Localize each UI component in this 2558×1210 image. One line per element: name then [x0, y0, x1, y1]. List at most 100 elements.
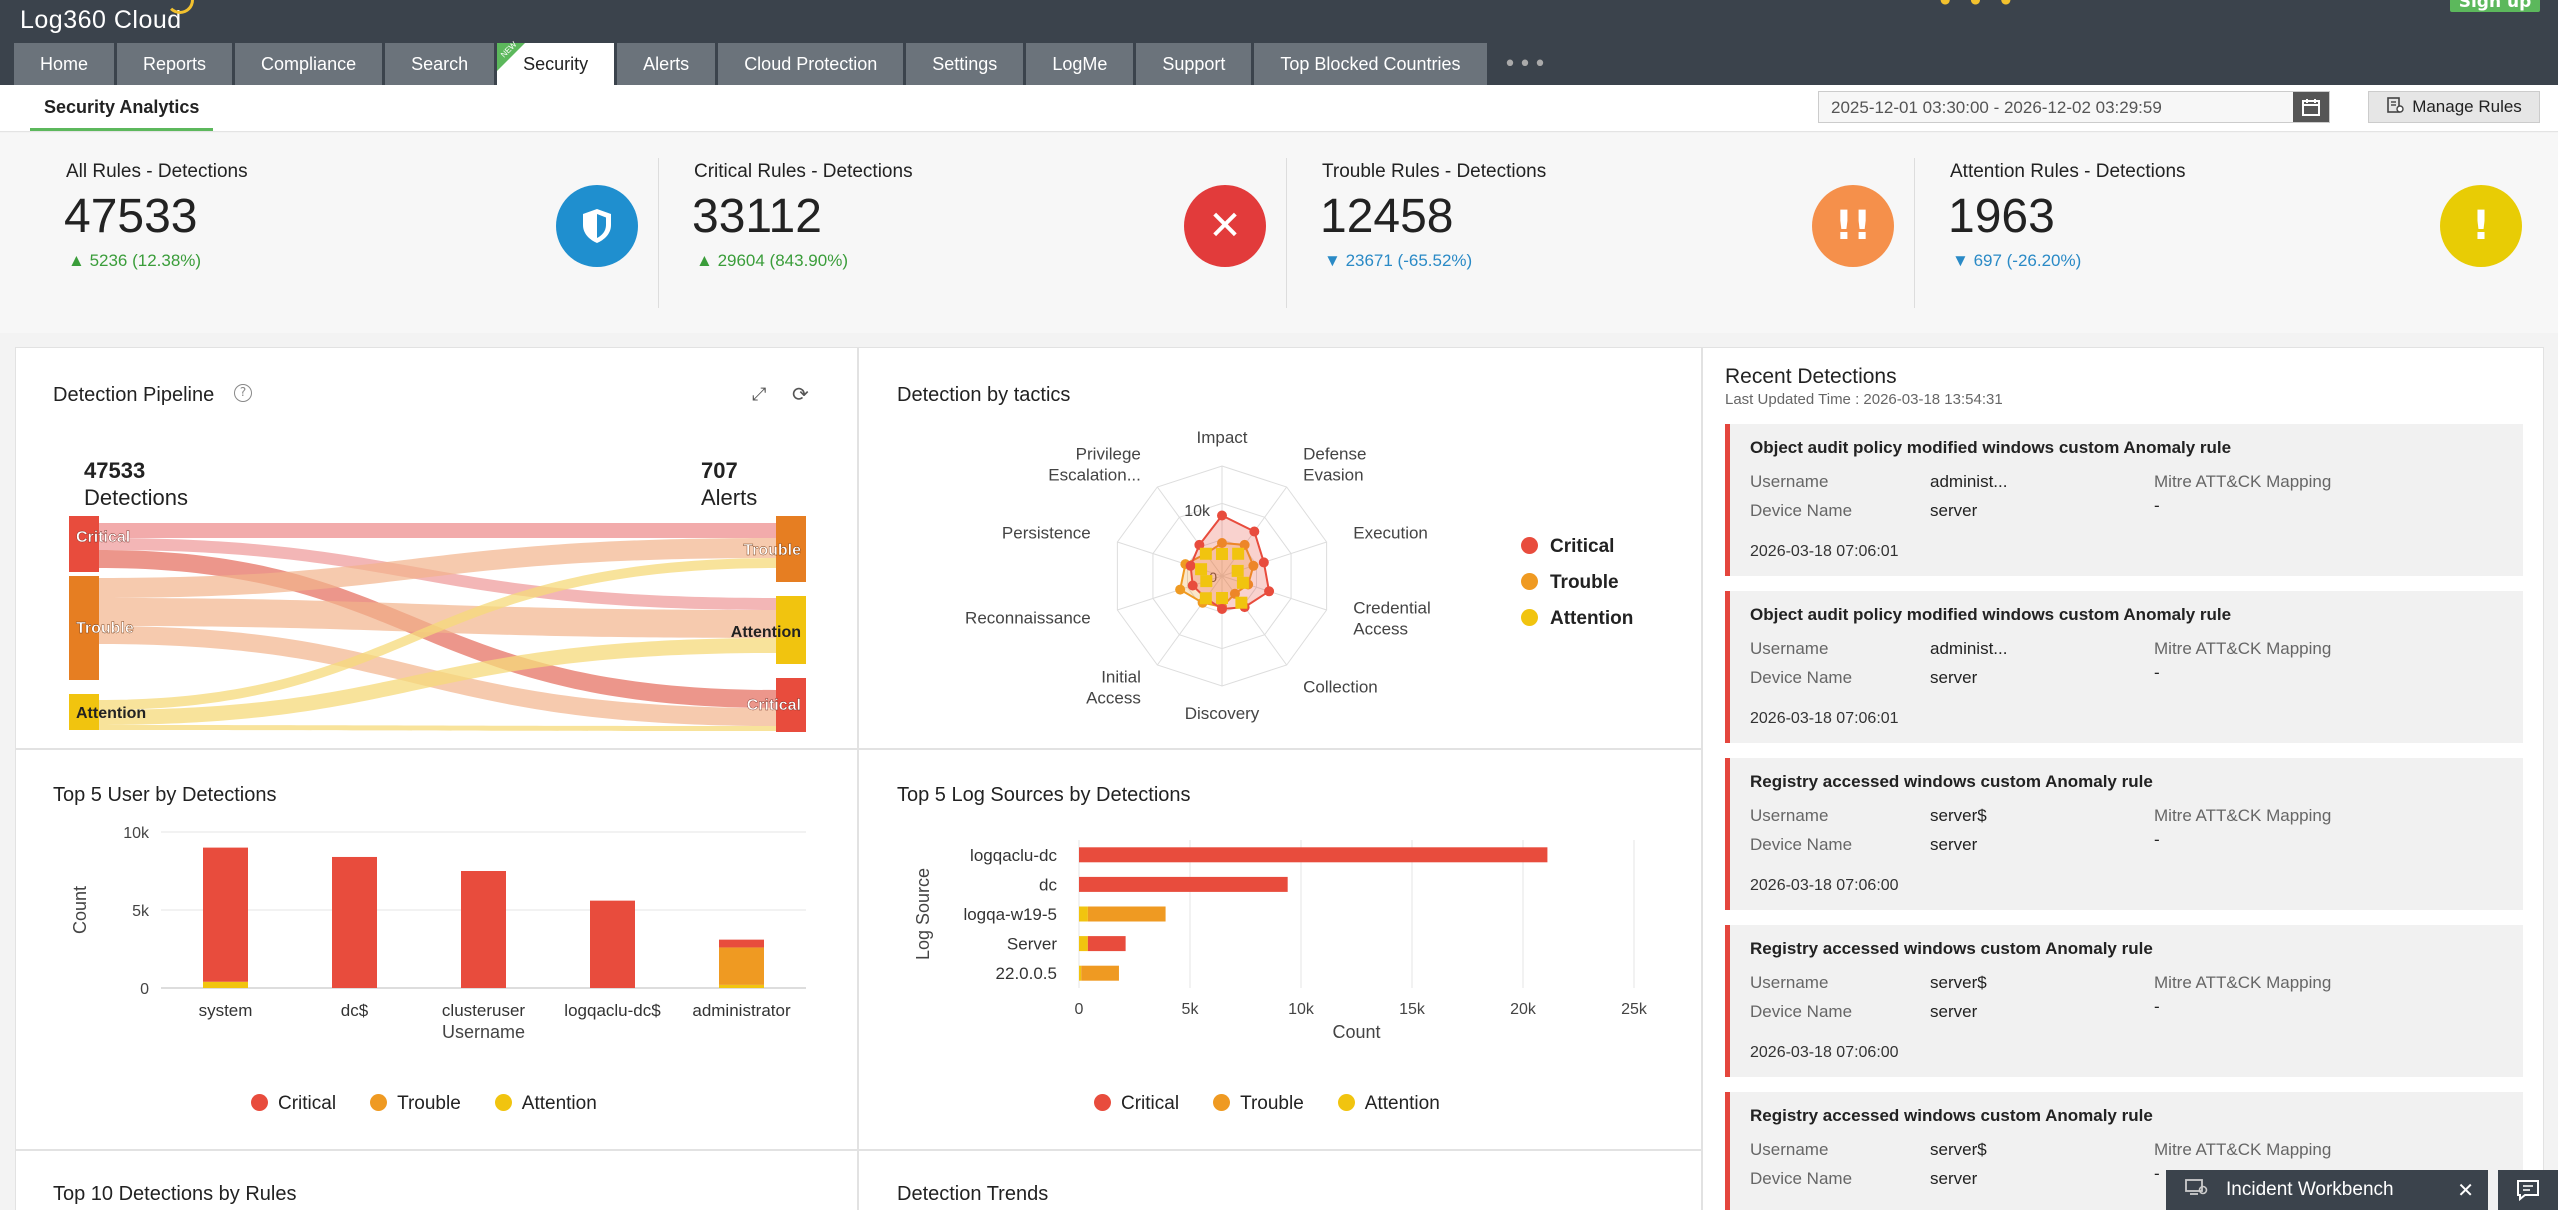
detection-card[interactable]: Object audit policy modified windows cus…	[1725, 591, 2523, 743]
node-right-trouble[interactable]	[776, 516, 806, 582]
top-indicators: ● ● ●	[1940, 0, 2019, 6]
app-logo[interactable]: Log360 Cloud	[20, 6, 182, 34]
pipeline-left-value: 47533	[84, 458, 145, 483]
stat-trouble-rules[interactable]: Trouble Rules - Detections 12458 ▼ 23671…	[1286, 133, 1914, 333]
manage-rules-button[interactable]: Manage Rules	[2368, 91, 2540, 123]
x-tick-label: 5k	[1182, 1001, 1200, 1018]
detection-rule[interactable]: Registry accessed windows custom Anomaly…	[1750, 939, 2153, 958]
radar-axis-label: Discovery	[1185, 704, 1260, 723]
node-label: Attention	[76, 705, 146, 722]
tab-compliance[interactable]: Compliance	[235, 43, 383, 85]
refresh-icon[interactable]: ⟳	[792, 382, 809, 406]
detection-time: 2026-03-18 07:06:00	[1750, 1044, 1899, 1061]
legend-item-attention[interactable]: Attention	[1337, 1093, 1440, 1115]
legend-item-attention[interactable]: Attention	[1521, 608, 1633, 630]
top-users-panel: Top 5 User by Detections 10k 5k 0 system dc$…	[15, 749, 858, 1150]
more-tabs-icon[interactable]: •••	[1503, 51, 1549, 77]
y-axis-label: Log Source	[913, 868, 933, 960]
detection-card[interactable]: Registry accessed windows custom Anomaly…	[1725, 758, 2523, 910]
legend-item-trouble[interactable]: Trouble	[1213, 1093, 1304, 1115]
sources-legend: Critical Trouble Attention	[1094, 1093, 1440, 1115]
stat-critical-rules[interactable]: Critical Rules - Detections 33112 ▲ 2960…	[658, 133, 1286, 333]
tab-search[interactable]: Search	[385, 43, 495, 85]
chat-icon[interactable]	[2498, 1170, 2558, 1210]
tab-top-blocked-countries[interactable]: Top Blocked Countries	[1254, 43, 1487, 85]
mitre-value: -	[2154, 830, 2160, 849]
detection-rule[interactable]: Object audit policy modified windows cus…	[1750, 438, 2232, 457]
bar-critical	[719, 939, 764, 948]
node-right-critical[interactable]	[776, 678, 806, 732]
expand-icon[interactable]: ⤢	[752, 384, 767, 405]
top-users-chart: 10k 5k 0 system dc$ clusteruser logqaclu-dc$ ad…	[70, 825, 806, 1042]
bar-critical	[1087, 936, 1126, 952]
recent-title: Recent Detections	[1725, 365, 1897, 388]
username-label: Username	[1750, 639, 1829, 658]
radar-axis-label: Initial Access	[1086, 668, 1141, 708]
username-value: administ...	[1930, 639, 2008, 658]
radar-axis-label: Execution	[1353, 523, 1428, 542]
legend-item-critical[interactable]: Critical	[1094, 1093, 1179, 1115]
divider	[1286, 158, 1287, 308]
stat-title: Trouble Rules - Detections	[1322, 161, 1547, 182]
tab-support[interactable]: Support	[1136, 43, 1252, 85]
detection-rule[interactable]: Registry accessed windows custom Anomaly…	[1750, 772, 2153, 791]
legend-item-trouble[interactable]: Trouble	[1521, 572, 1633, 594]
tab-security[interactable]: NEW Security	[497, 40, 615, 85]
radar-tick-label: 0	[1209, 569, 1217, 585]
radar-point	[1264, 586, 1275, 597]
detection-card[interactable]: Object audit policy modified windows cus…	[1725, 424, 2523, 576]
username-value: administ...	[1930, 472, 2008, 491]
stat-value: 1963	[1948, 190, 2055, 243]
detection-rule[interactable]: Object audit policy modified windows cus…	[1750, 605, 2232, 624]
mitre-label: Mitre ATT&CK Mapping	[2154, 973, 2332, 992]
tab-reports[interactable]: Reports	[117, 43, 233, 85]
radar-point-attention	[1200, 575, 1213, 588]
tab-cloud-protection[interactable]: Cloud Protection	[718, 43, 904, 85]
signup-button[interactable]: Sign up	[2450, 0, 2540, 12]
radar-point-attention	[1232, 547, 1245, 560]
tab-alerts[interactable]: Alerts	[617, 43, 716, 85]
legend-item-critical[interactable]: Critical	[251, 1093, 336, 1115]
pipeline-left-label: Detections	[84, 485, 188, 510]
detection-card[interactable]: Registry accessed windows custom Anomaly…	[1725, 925, 2523, 1077]
legend-item-critical[interactable]: Critical	[1521, 536, 1633, 558]
radar-spoke	[1156, 575, 1223, 666]
node-left-attention[interactable]	[69, 694, 99, 730]
y-tick-label: Server	[1007, 935, 1057, 954]
pipeline-right-label: Alerts	[701, 485, 757, 510]
node-label: Attention	[731, 624, 801, 641]
node-right-attention[interactable]	[776, 596, 806, 664]
detection-rule[interactable]: Registry accessed windows custom Anomaly…	[1750, 1106, 2153, 1125]
node-left-critical[interactable]	[69, 516, 99, 572]
close-icon[interactable]: ✕	[2457, 1180, 2474, 1202]
radar-point-attention	[1216, 592, 1228, 604]
y-tick-label: 22.0.0.5	[996, 964, 1057, 983]
legend-item-trouble[interactable]: Trouble	[370, 1093, 461, 1115]
bar-attention	[1079, 936, 1088, 952]
radar-point-attention	[1199, 547, 1212, 560]
tab-settings[interactable]: Settings	[906, 43, 1024, 85]
node-left-trouble[interactable]	[69, 576, 99, 680]
panel-title: Detection Trends	[897, 1183, 1049, 1205]
help-icon[interactable]: ?	[234, 384, 252, 402]
mitre-value: -	[2154, 1164, 2160, 1183]
tab-home[interactable]: Home	[14, 43, 115, 85]
tab-security-analytics[interactable]: Security Analytics	[30, 97, 214, 131]
mitre-value: -	[2154, 997, 2160, 1016]
radar-tick-label: 10k	[1184, 503, 1211, 520]
bar-critical	[590, 900, 635, 988]
legend-item-attention[interactable]: Attention	[494, 1093, 597, 1115]
workbench-icon	[2184, 1177, 2208, 1203]
incident-workbench-bar[interactable]: Incident Workbench ✕	[2166, 1170, 2488, 1210]
radar-chart: Impact Defense Evasion Execution Credential A…	[965, 428, 1431, 723]
calendar-icon[interactable]	[2293, 92, 2329, 122]
x-tick-label: 25k	[1621, 1001, 1648, 1018]
bar-attention	[1079, 965, 1082, 981]
divider	[658, 158, 659, 308]
stat-attention-rules[interactable]: Attention Rules - Detections 1963 ▼ 697 …	[1914, 133, 2542, 333]
date-range-picker[interactable]: 2025-12-01 03:30:00 - 2026-12-02 03:29:5…	[1818, 91, 2330, 123]
tab-logme[interactable]: LogMe	[1026, 43, 1134, 85]
stat-all-rules[interactable]: All Rules - Detections 47533 ▲ 5236 (12.…	[30, 133, 658, 333]
panel-title: Detection Pipeline	[53, 384, 215, 406]
mitre-label: Mitre ATT&CK Mapping	[2154, 806, 2332, 825]
